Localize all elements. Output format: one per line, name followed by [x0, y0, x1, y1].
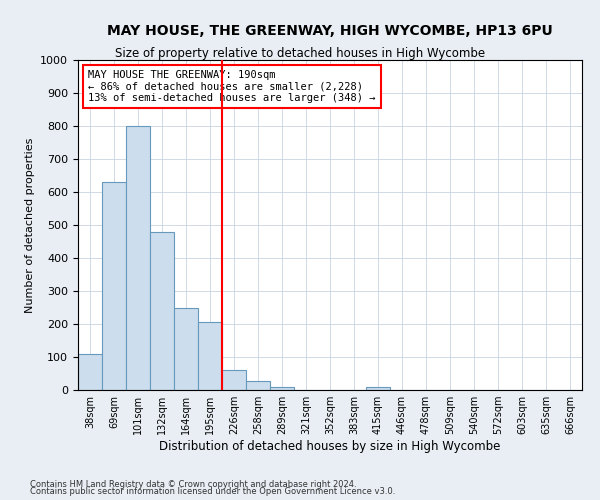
Bar — [150, 232, 174, 390]
X-axis label: Distribution of detached houses by size in High Wycombe: Distribution of detached houses by size … — [160, 440, 500, 453]
Bar — [102, 182, 126, 390]
Bar — [246, 381, 270, 390]
Y-axis label: Number of detached properties: Number of detached properties — [25, 138, 35, 312]
Bar — [366, 388, 390, 390]
Bar — [78, 354, 102, 390]
Bar — [126, 126, 150, 390]
Title: MAY HOUSE, THE GREENWAY, HIGH WYCOMBE, HP13 6PU: MAY HOUSE, THE GREENWAY, HIGH WYCOMBE, H… — [107, 24, 553, 38]
Bar — [198, 322, 222, 390]
Text: MAY HOUSE THE GREENWAY: 190sqm
← 86% of detached houses are smaller (2,228)
13% : MAY HOUSE THE GREENWAY: 190sqm ← 86% of … — [88, 70, 376, 103]
Bar — [174, 308, 198, 390]
Text: Contains public sector information licensed under the Open Government Licence v3: Contains public sector information licen… — [30, 487, 395, 496]
Text: Size of property relative to detached houses in High Wycombe: Size of property relative to detached ho… — [115, 48, 485, 60]
Text: Contains HM Land Registry data © Crown copyright and database right 2024.: Contains HM Land Registry data © Crown c… — [30, 480, 356, 489]
Bar — [270, 386, 294, 390]
Bar — [222, 370, 246, 390]
